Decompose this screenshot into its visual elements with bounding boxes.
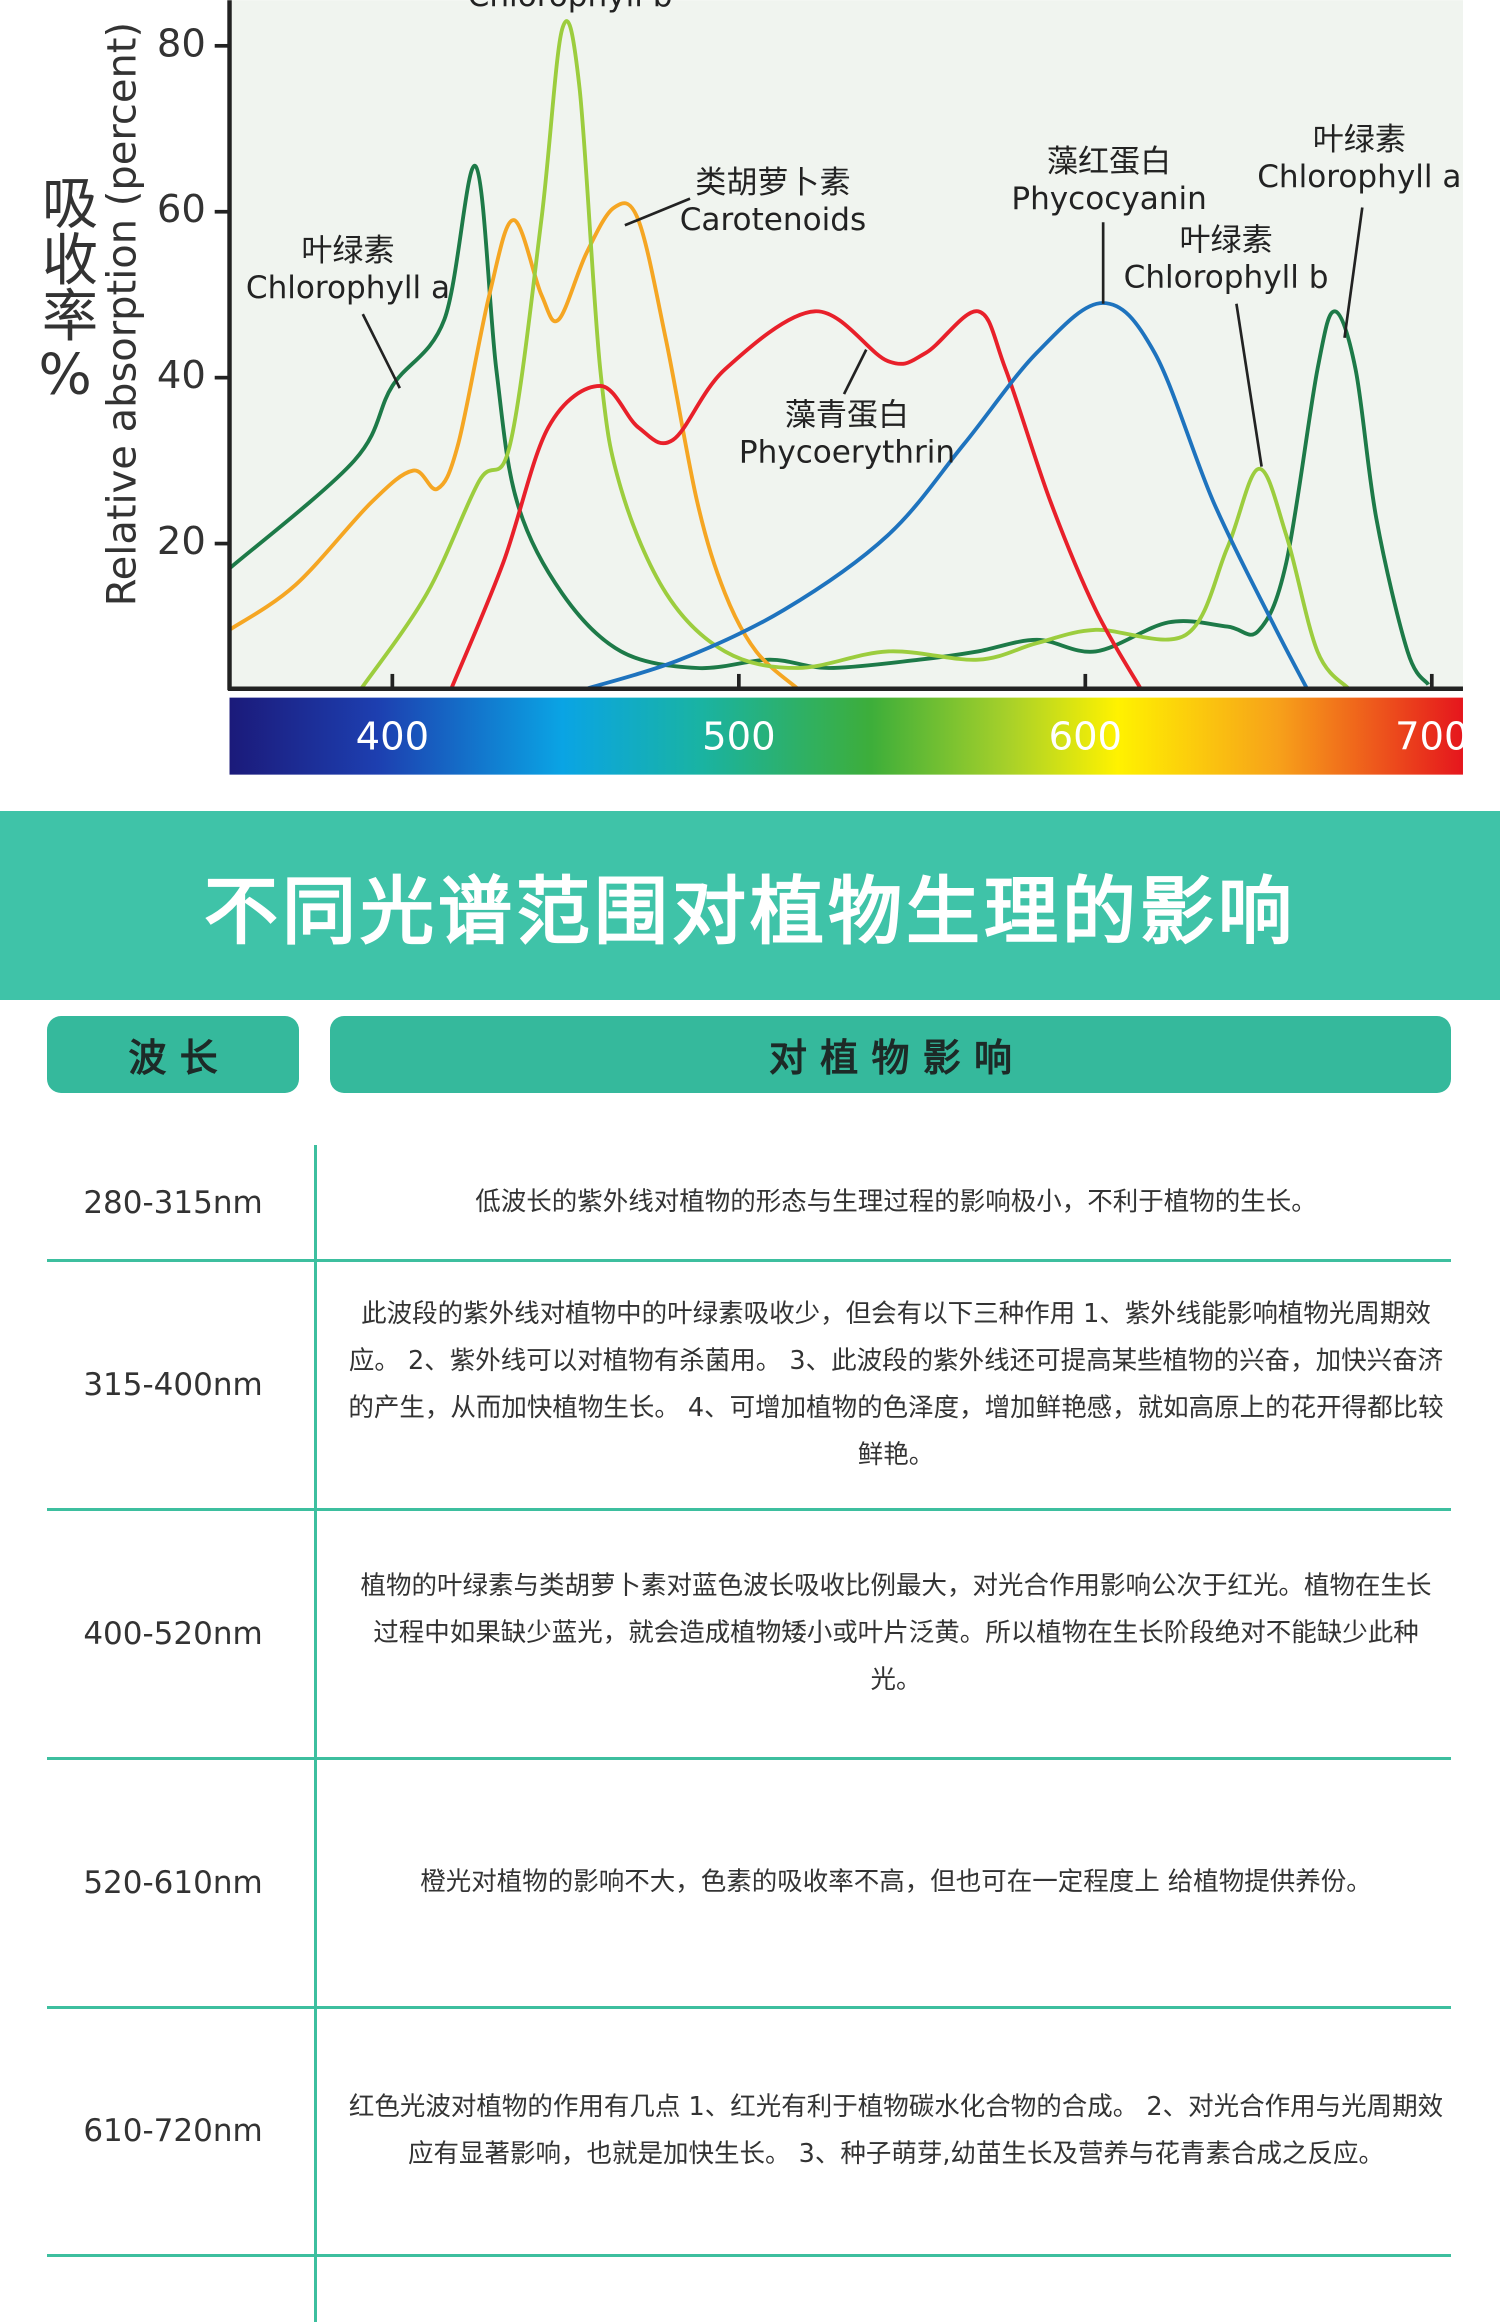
y-tick-label: 40 [157,353,206,398]
effect-cell: 此波段的紫外线对植物中的叶绿素吸收少，但会有以下三种作用 1、紫外线能影响植物光… [348,1298,1444,1470]
curve-label: Phycocyanin [1011,181,1206,217]
x-tick-label: 500 [702,715,775,760]
column-divider [314,1145,317,2322]
leader-line [624,197,691,227]
wavelength-cell: 400-520nm [83,1615,263,1652]
effect-cell: 橙光对植物的影响不大，色素的吸收率不高，但也可在一定程度上 给植物提供养份。 [420,1867,1372,1897]
x-tick-label: 700 [1395,715,1468,760]
effect-cell: 低波长的紫外线对植物的形态与生理过程的影响极小，不利于植物的生长。 [475,1187,1317,1217]
wavelength-cell: 610-720nm [83,2113,263,2149]
wavelength-cell: 520-610nm [83,1864,263,1901]
leader-line [1343,207,1364,338]
curve-label: 藻青蛋白 [785,397,909,433]
y-tick-label: 80 [157,21,206,66]
leader-line [842,349,868,395]
absorption-curve [229,164,1430,686]
row-separator [47,1259,1451,1262]
curve-label: Chlorophyll b [468,0,673,14]
row-separator [47,1508,1451,1511]
curve-label: Chlorophyll a [1257,159,1461,195]
plot-area [229,0,1463,689]
curve-label: 叶绿素 [301,233,394,269]
row-separator [47,2254,1451,2257]
table-header: 对 植 物 影 响 [330,1016,1451,1093]
curve-label: 藻红蛋白 [1047,144,1171,180]
row-separator [47,2006,1451,2009]
effect-cell: 红色光波对植物的作用有几点 1、红光有利于植物碳水化合物的合成。 2、对光合作用… [348,2092,1444,2169]
y-tick-label: 20 [157,519,206,564]
y-title-zh: 吸收率% [33,174,98,408]
wavelength-cell: 280-315nm [83,1184,263,1221]
x-tick-label: 400 [356,715,429,760]
banner: 不同光谱范围对植物生理的影响 [0,811,1500,1000]
absorption-curve [449,309,1143,689]
y-title: Relative absorption (percent) [99,22,145,606]
spectrum-bar [229,697,1463,775]
curve-label: 叶绿素 [1313,122,1406,158]
absorption-curve [229,201,800,689]
row-separator [47,1757,1451,1760]
absorption-chart: 吸收率% Relative absorption (percent) 20 40 6… [33,0,1469,775]
curve-label: Chlorophyll b [1124,260,1329,296]
effect-cell: 植物的叶绿素与类胡萝卜素对蓝色波长吸收比例最大，对光合作用影响公次于红光。植物在… [360,1571,1432,1695]
plot [229,19,1430,689]
absorption-curve [585,301,1309,689]
table-header: 波 长 [47,1016,299,1093]
leader-line [361,313,401,389]
leader-line [1235,303,1263,467]
curve-label: 叶绿素 [1179,223,1272,259]
curve-label: Carotenoids [680,202,866,238]
curve-label: Chlorophyll a [246,270,450,306]
absorption-curve [359,19,1351,689]
curve-label: 类胡萝卜素 [695,165,850,201]
x-tick-label: 600 [1049,715,1122,760]
curve-label: Phycoerythrin [739,434,955,470]
wavelength-cell: 315-400nm [83,1366,263,1403]
y-tick-label: 60 [157,187,206,232]
banner-title: 不同光谱范围对植物生理的影响 [204,869,1296,955]
